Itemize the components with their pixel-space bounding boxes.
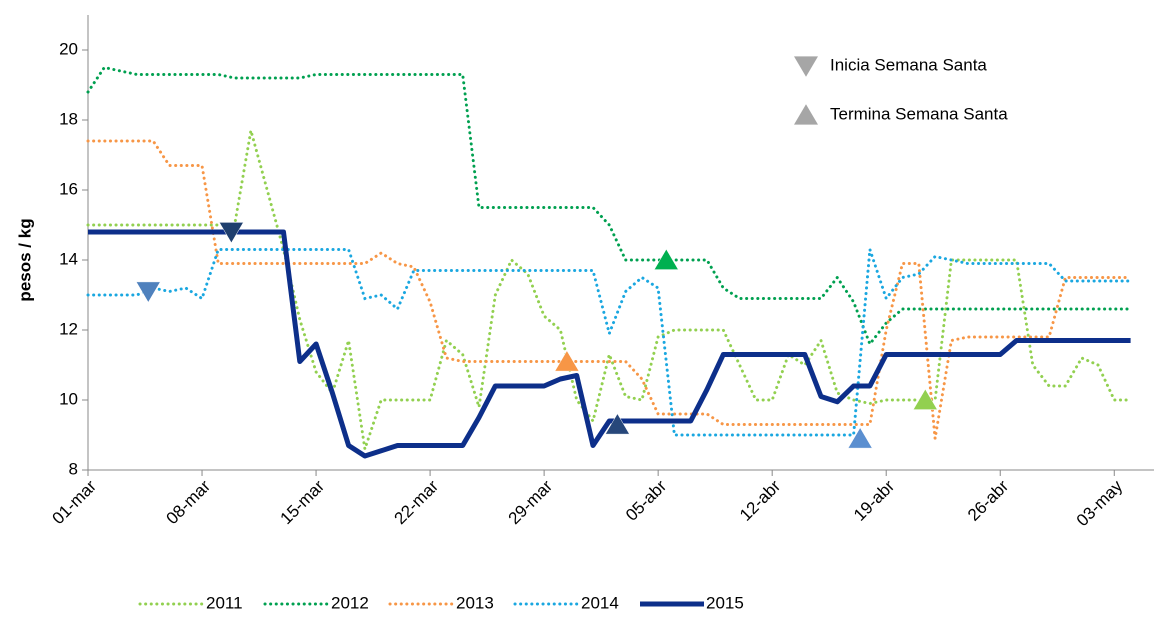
y-tick-label: 20 — [59, 39, 78, 58]
series-line — [86, 65, 1133, 348]
event-marker — [847, 427, 873, 449]
y-axis-label: pesos / kg — [15, 218, 34, 301]
x-tick-label: 05-abr — [622, 476, 670, 524]
series-line — [86, 139, 1133, 439]
x-tick-label: 22-mar — [391, 476, 443, 528]
event-marker — [653, 248, 679, 270]
x-tick-label: 01-mar — [48, 476, 100, 528]
legend-label: 2012 — [331, 593, 369, 612]
legend-label: 2013 — [456, 593, 494, 612]
y-tick-label: 8 — [69, 459, 78, 478]
event-marker — [218, 222, 244, 244]
y-tick-label: 12 — [59, 319, 78, 338]
legend-label: 2015 — [706, 593, 744, 612]
x-tick-label: 03-may — [1073, 476, 1127, 530]
x-tick-label: 15-mar — [277, 476, 329, 528]
legend-label: Inicia Semana Santa — [830, 55, 987, 74]
legend-marker — [794, 104, 818, 125]
legend-label: 2011 — [206, 593, 243, 612]
legend-marker — [794, 56, 818, 77]
x-tick-label: 08-mar — [163, 476, 215, 528]
x-tick-label: 29-mar — [505, 476, 557, 528]
series-line — [86, 130, 1133, 450]
y-tick-label: 16 — [59, 179, 78, 198]
x-tick-label: 12-abr — [736, 476, 784, 524]
event-marker — [554, 350, 580, 372]
x-tick-label: 19-abr — [850, 476, 898, 524]
y-tick-label: 18 — [59, 109, 78, 128]
legend-label: 2014 — [581, 593, 619, 612]
series-line — [88, 229, 1131, 459]
legend-label: Termina Semana Santa — [830, 104, 1008, 123]
y-tick-label: 10 — [59, 389, 78, 408]
series-line — [86, 248, 1133, 437]
event-marker — [604, 413, 630, 435]
y-tick-label: 14 — [59, 249, 78, 268]
event-marker — [912, 388, 938, 410]
event-marker — [135, 281, 161, 303]
x-tick-label: 26-abr — [964, 476, 1012, 524]
